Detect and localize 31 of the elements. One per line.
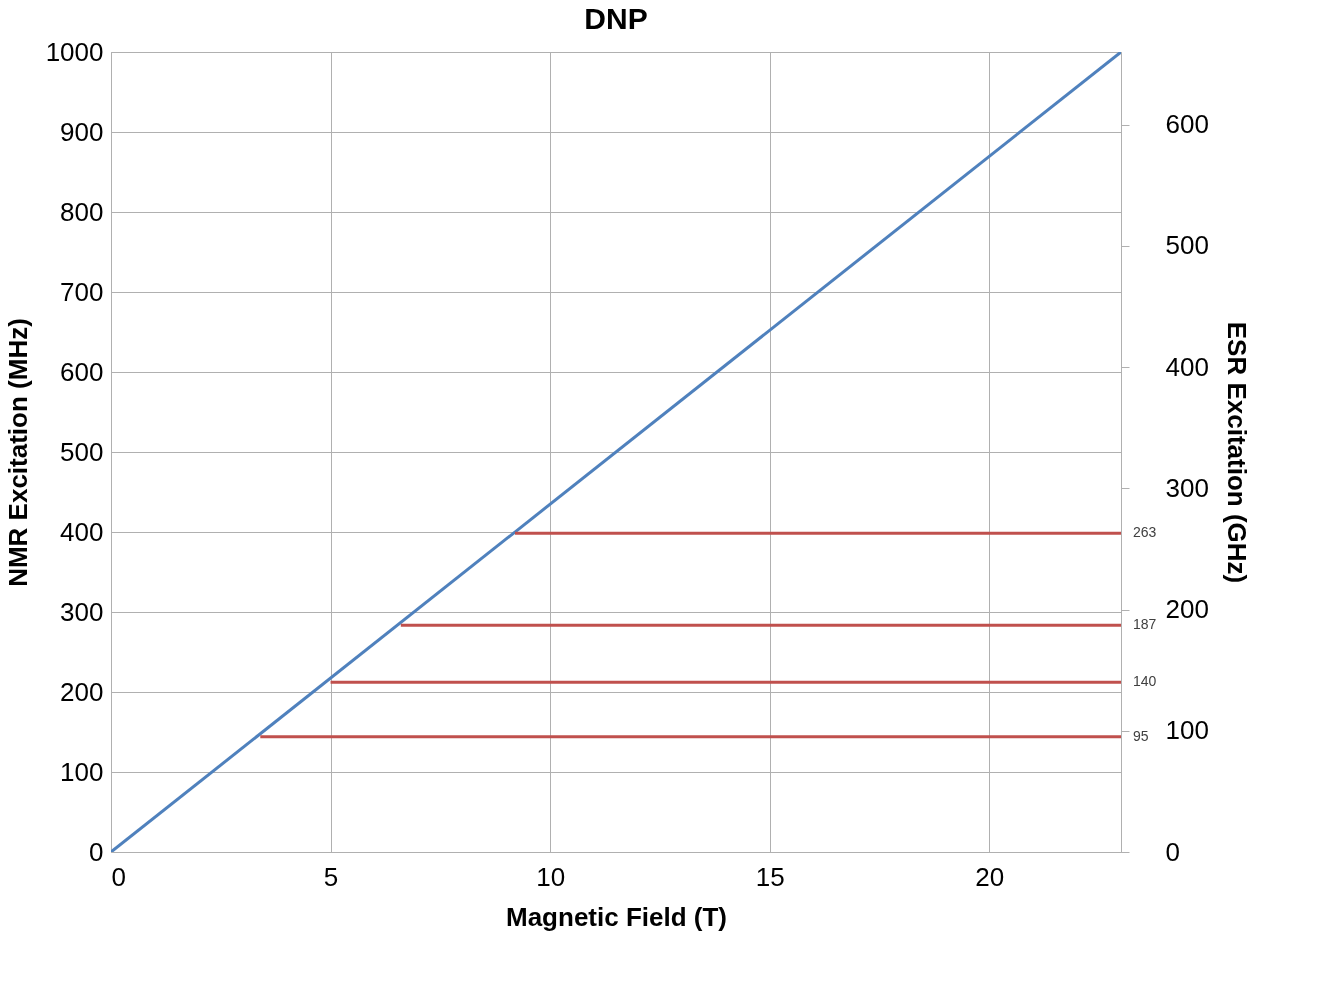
x-tick-label: 15 [755, 861, 785, 892]
y2-axis-title: ESR Excitation (GHz) [1221, 321, 1252, 584]
y-tick-label: 900 [60, 116, 104, 147]
y-tick-label: 0 [89, 836, 104, 867]
y-tick-label: 500 [60, 436, 104, 467]
y-tick-label: 1000 [45, 36, 104, 67]
x-tick-label: 20 [975, 861, 1005, 892]
y2-tick-label: 300 [1165, 472, 1209, 503]
y-tick-label: 600 [60, 356, 104, 387]
chart-title: DNP [584, 2, 648, 35]
y2-tick-label: 600 [1165, 109, 1209, 140]
y2-tick-label: 500 [1165, 230, 1209, 261]
y2-tick-label: 0 [1165, 836, 1180, 867]
y-tick-label: 800 [60, 196, 104, 227]
x-tick-label: 0 [111, 861, 126, 892]
y-tick-label: 200 [60, 676, 104, 707]
data-label: 263 [1133, 524, 1157, 541]
x-tick-label: 10 [536, 861, 566, 892]
y2-tick-label: 400 [1165, 351, 1209, 382]
data-label: 140 [1133, 673, 1157, 690]
data-label: 187 [1133, 616, 1157, 633]
x-axis-title: Magnetic Field (T) [506, 901, 727, 932]
y2-tick-label: 100 [1165, 715, 1209, 746]
y-tick-label: 100 [60, 756, 104, 787]
data-label: 95 [1133, 727, 1149, 744]
y-tick-label: 300 [60, 596, 104, 627]
y-axis-title: NMR Excitation (MHz) [2, 318, 33, 587]
y-tick-label: 400 [60, 516, 104, 547]
y2-tick-label: 200 [1165, 594, 1209, 625]
x-tick-label: 5 [323, 861, 339, 892]
y-tick-label: 700 [60, 276, 104, 307]
